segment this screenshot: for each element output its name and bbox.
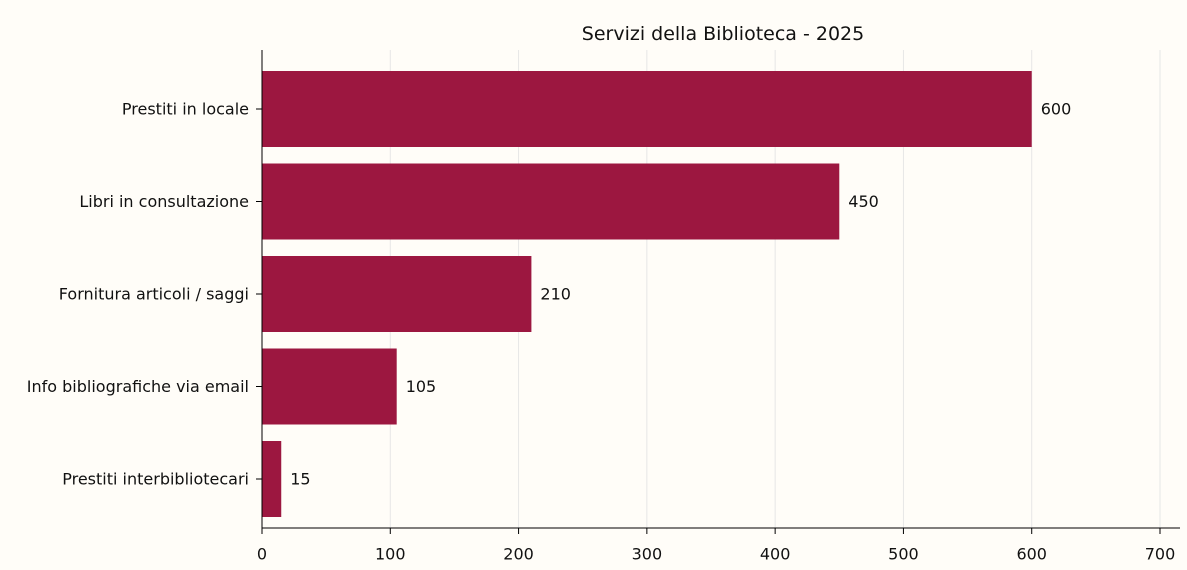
chart-title: Servizi della Biblioteca - 2025	[582, 23, 864, 45]
labels: Prestiti in locale 600 Libri in consultazi…	[27, 100, 1071, 489]
category-label: Info bibliografiche via email	[27, 377, 249, 396]
bar	[262, 441, 282, 517]
x-tick-label: 0	[257, 545, 267, 564]
x-tick-label: 300	[632, 545, 663, 564]
category-label: Prestiti interbibliotecari	[62, 470, 249, 489]
category-label: Fornitura articoli / saggi	[59, 285, 249, 304]
category-label: Prestiti in locale	[122, 100, 249, 119]
value-label: 210	[540, 285, 571, 304]
value-label: 450	[848, 192, 879, 211]
bar	[262, 348, 397, 425]
x-tick-label: 600	[1016, 545, 1047, 564]
value-label: 105	[406, 377, 437, 396]
x-tick-label: 100	[375, 545, 406, 564]
value-label: 600	[1041, 100, 1072, 119]
bar	[262, 256, 532, 332]
x-tick-label: 400	[760, 545, 791, 564]
value-label: 15	[290, 470, 310, 489]
bars	[262, 71, 1032, 517]
category-label: Libri in consultazione	[79, 192, 249, 211]
x-tick-label: 200	[503, 545, 534, 564]
bar	[262, 163, 840, 240]
x-axis: 0 100 200 300 400 500 600 700	[256, 50, 1180, 564]
x-tick-label: 700	[1145, 545, 1176, 564]
bar	[262, 71, 1032, 147]
x-tick-label: 500	[888, 545, 919, 564]
